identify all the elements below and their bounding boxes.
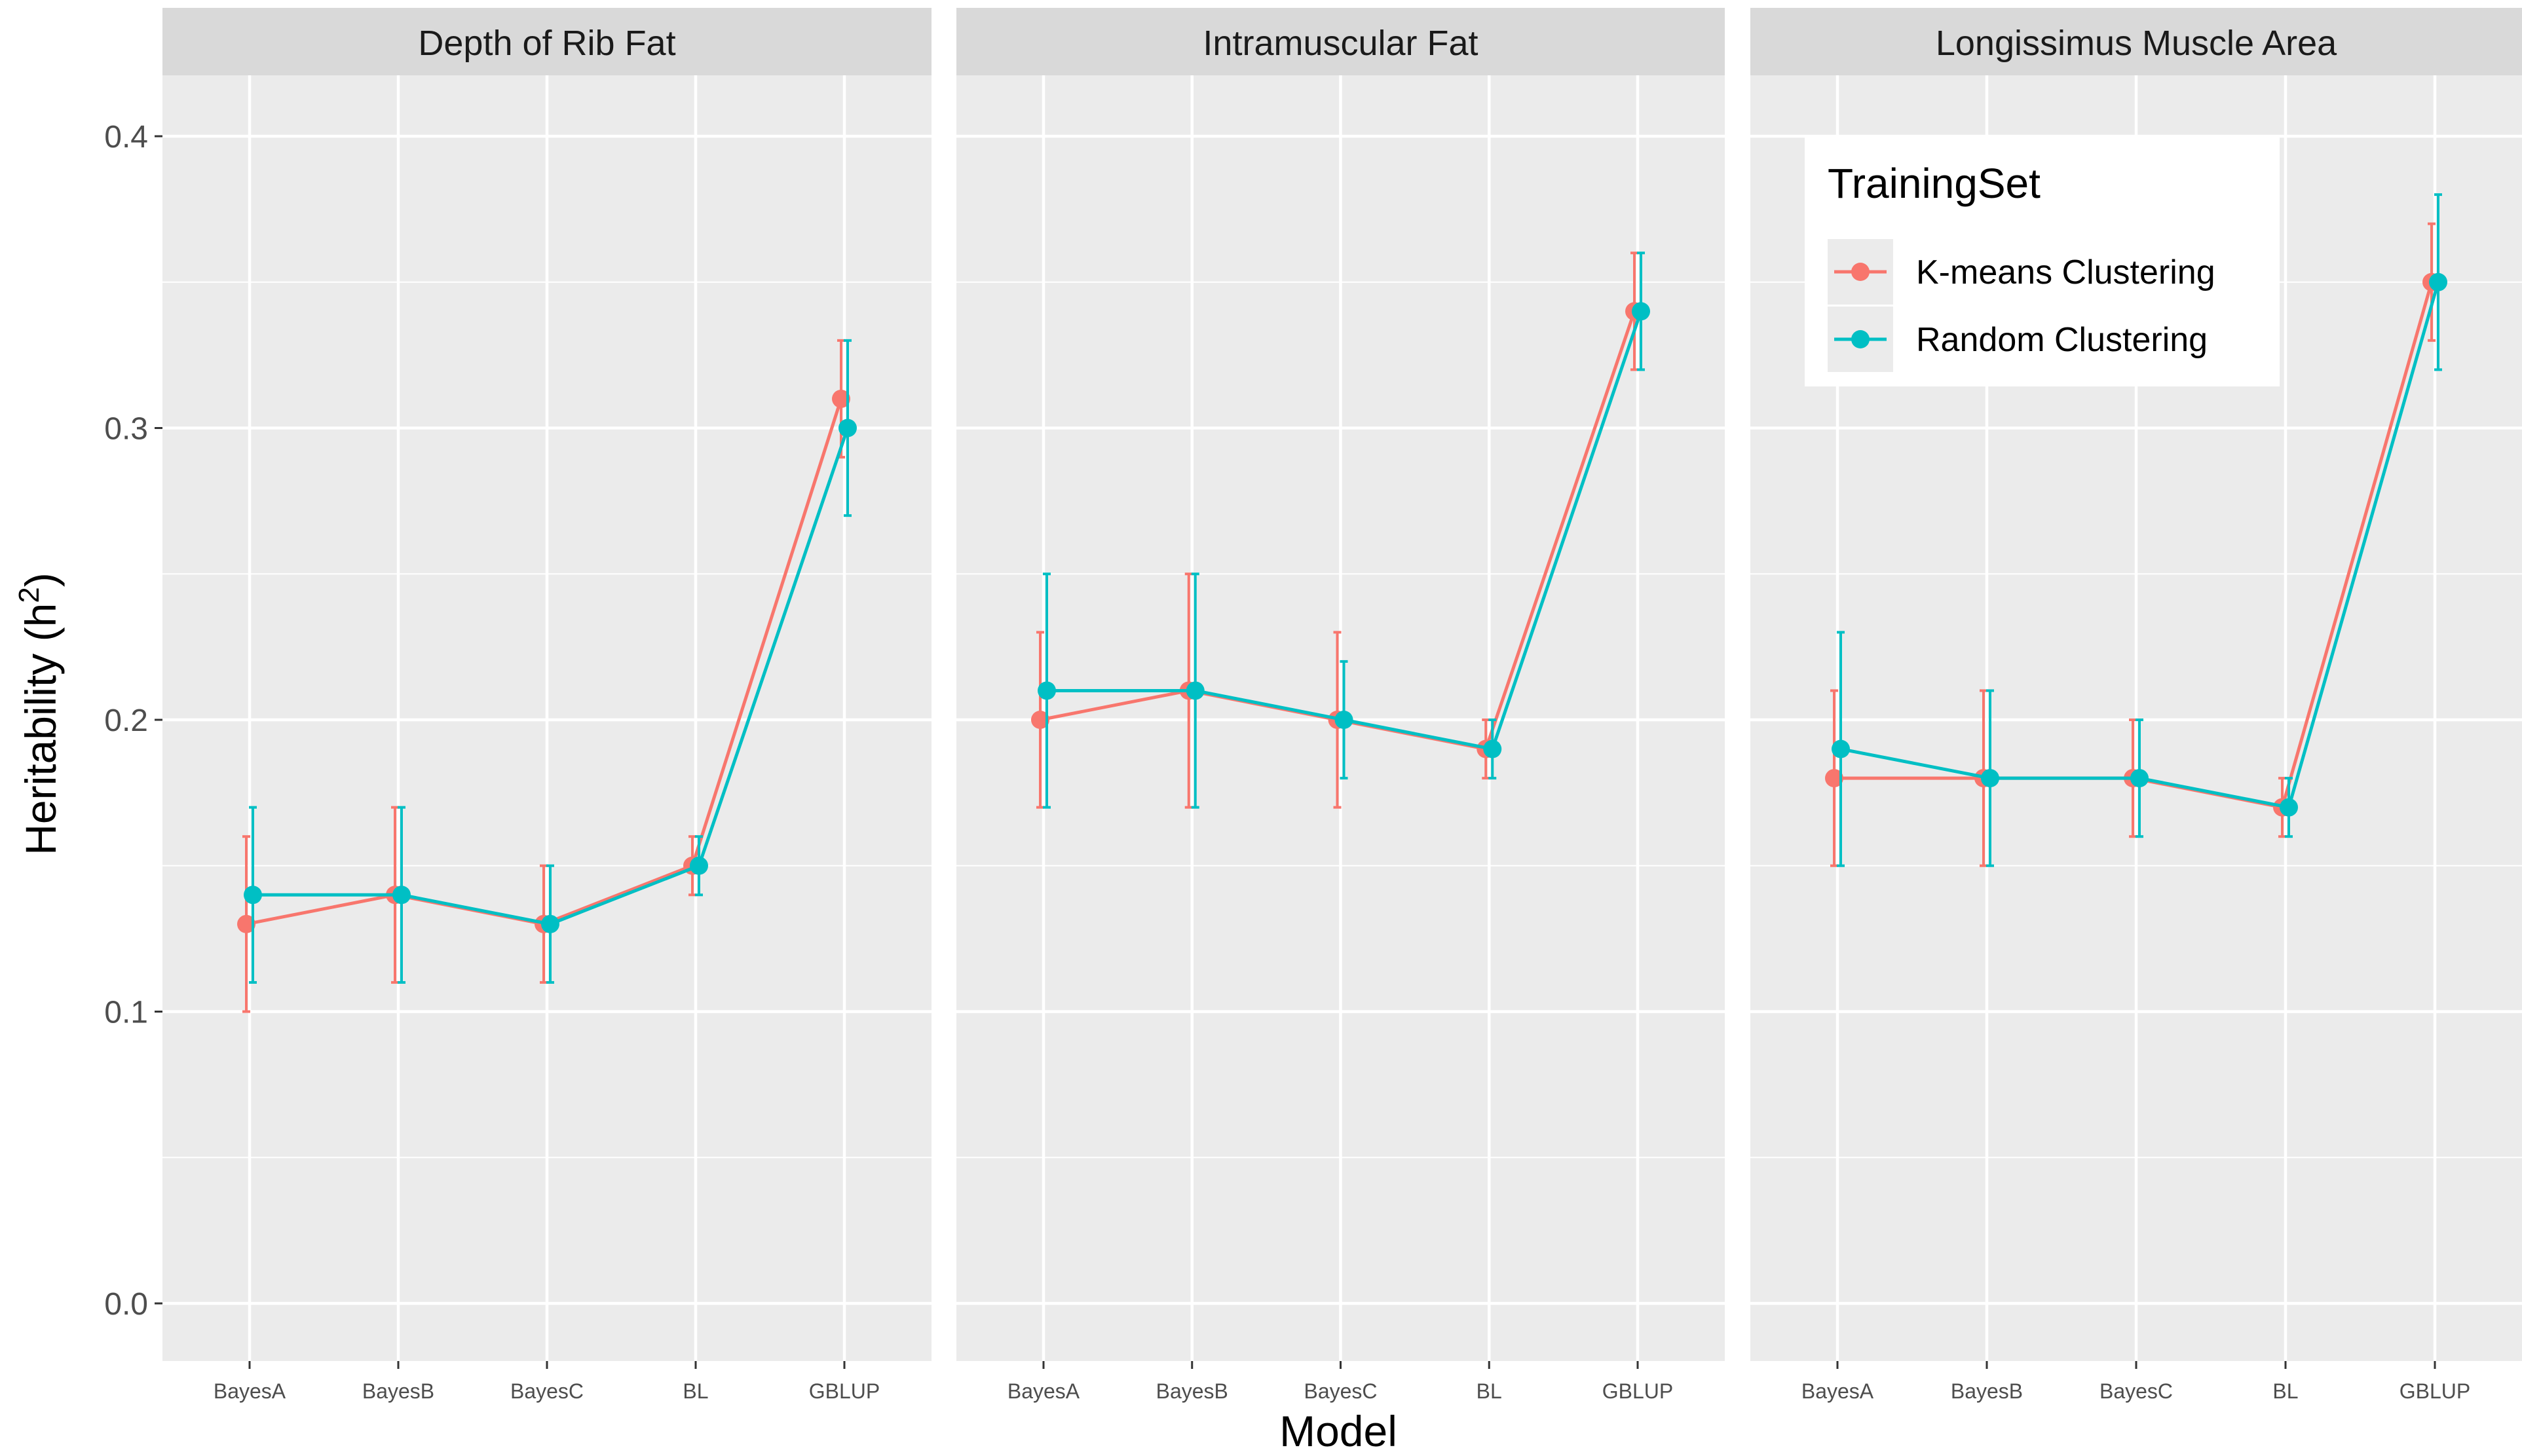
panel-strip <box>1750 8 2522 75</box>
data-point <box>832 389 850 408</box>
data-point <box>2429 272 2447 291</box>
legend-label-random: Random Clustering <box>1916 321 2208 359</box>
legend-key-random <box>1828 307 1893 372</box>
series-random <box>1832 193 2447 867</box>
data-point <box>1832 739 1850 758</box>
x-tick-label: BayesB <box>362 1379 434 1403</box>
y-axis-title: Heritability (h2) <box>13 572 65 855</box>
series-random <box>244 339 857 984</box>
data-point <box>1031 711 1049 729</box>
x-tick-label: BayesA <box>1007 1379 1080 1403</box>
panel-title: Longissimus Muscle Area <box>1936 24 2337 63</box>
panel-strip <box>956 8 1725 75</box>
y-axis-title-main: Heritability (h <box>16 603 65 855</box>
data-point <box>1038 681 1056 700</box>
y-tick-label: 0.1 <box>104 996 148 1030</box>
data-point <box>237 914 255 933</box>
x-tick-label: BayesA <box>1801 1379 1874 1403</box>
y-tick-label: 0.0 <box>104 1287 148 1322</box>
x-tick-label: BL <box>1477 1379 1502 1403</box>
x-tick-label: GBLUP <box>809 1379 880 1403</box>
y-tick-label: 0.2 <box>104 703 148 738</box>
data-point <box>392 886 411 905</box>
x-tick-label: BayesB <box>1156 1379 1228 1403</box>
y-tick-label: 0.4 <box>104 120 148 155</box>
data-point <box>2280 798 2298 817</box>
panel-title: Depth of Rib Fat <box>418 24 675 63</box>
panel-2: Intramuscular Fat BayesA BayesB BayesC BL GBL… <box>956 8 1725 1403</box>
y-axis-title-close: ) <box>16 572 65 587</box>
panel-title: Intramuscular Fat <box>1203 24 1478 63</box>
x-tick-label: BayesC <box>2099 1379 2173 1403</box>
y-axis: 0.0 0.1 0.2 0.3 0.4 <box>104 120 162 1322</box>
legend: TrainingSet K-means Clustering Random Cl… <box>1805 136 2280 386</box>
x-tick-label: BL <box>2272 1379 2298 1403</box>
data-point <box>1981 769 1999 788</box>
panel-1: Depth of Rib Fat BayesA BayesB BayesC BL GBLU… <box>162 8 932 1403</box>
data-point <box>1632 302 1650 321</box>
y-tick-label: 0.3 <box>104 412 148 447</box>
x-tick-label: BL <box>683 1379 708 1403</box>
panel-strip <box>162 8 932 75</box>
data-point <box>1334 711 1353 729</box>
legend-title: TrainingSet <box>1828 160 2041 207</box>
x-tick-label: GBLUP <box>2400 1379 2470 1403</box>
data-point <box>838 419 857 438</box>
data-point <box>2130 769 2149 788</box>
data-point <box>690 856 708 875</box>
x-tick-label: BayesC <box>510 1379 584 1403</box>
data-point <box>244 886 262 905</box>
data-point <box>541 914 559 933</box>
x-tick-label: GBLUP <box>1602 1379 1673 1403</box>
data-point <box>1825 769 1843 788</box>
legend-label-kmeans: K-means Clustering <box>1916 253 2215 291</box>
data-point <box>1186 681 1205 700</box>
x-tick-label: BayesC <box>1304 1379 1377 1403</box>
y-axis-title-sup: 2 <box>13 587 45 603</box>
data-point <box>1483 739 1502 758</box>
legend-point-kmeans <box>1851 263 1870 281</box>
series-random <box>1038 252 1650 809</box>
x-tick-label: BayesA <box>214 1379 286 1403</box>
x-axis-title: Model <box>1279 1407 1397 1455</box>
x-tick-label: BayesB <box>1951 1379 2023 1403</box>
legend-point-random <box>1851 330 1870 348</box>
legend-key-kmeans <box>1828 239 1893 305</box>
